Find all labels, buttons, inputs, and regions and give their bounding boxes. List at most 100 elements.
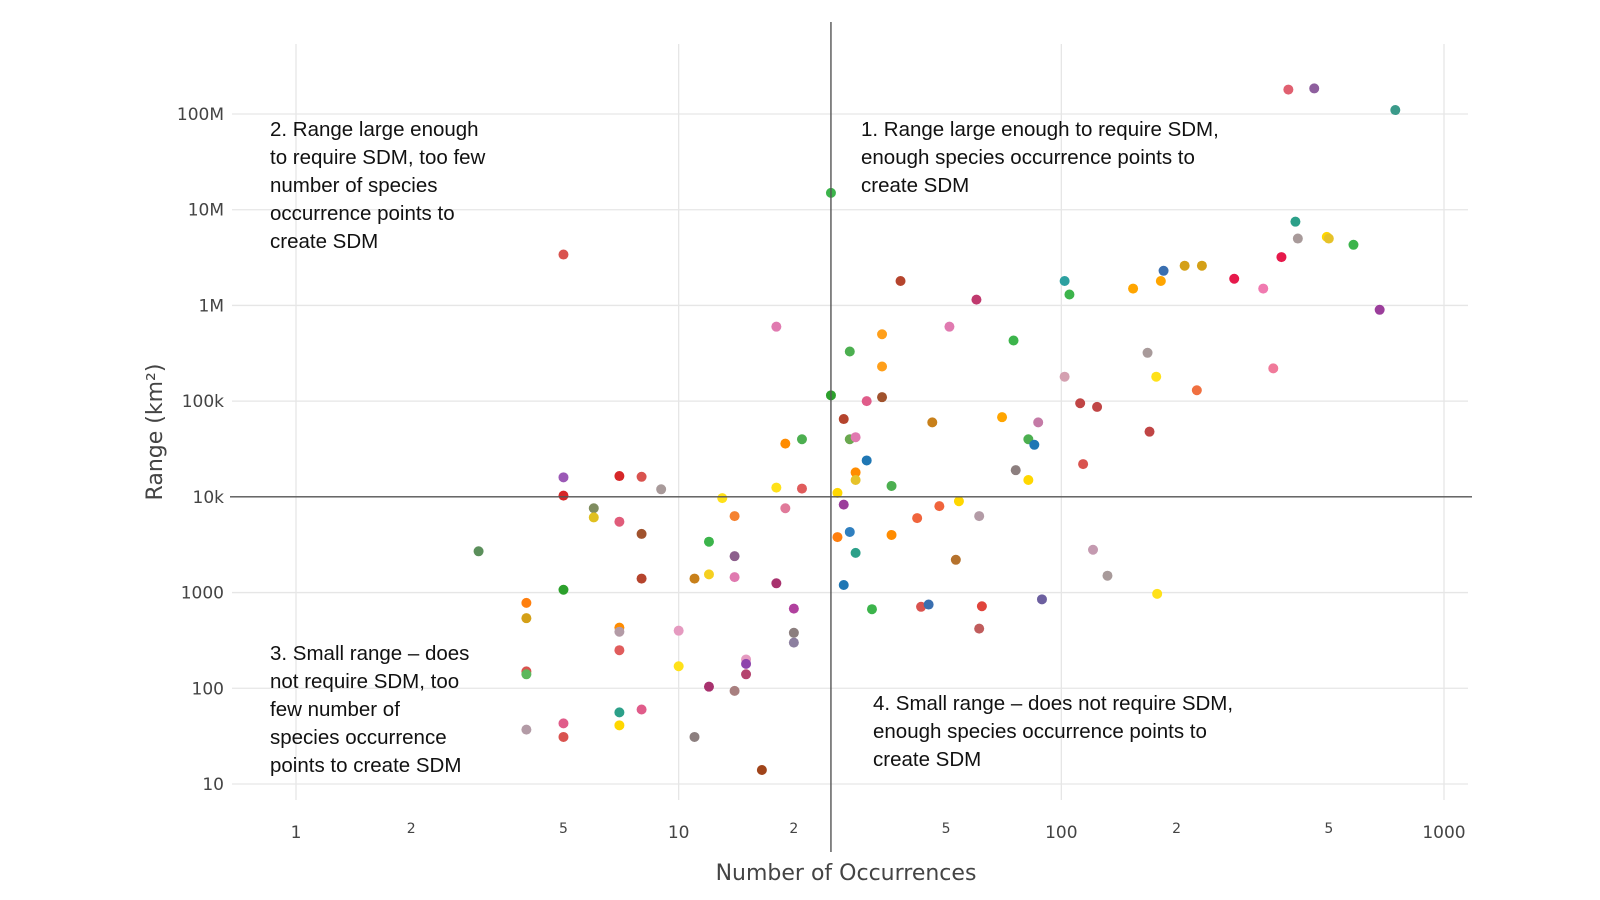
data-point: [703, 681, 714, 692]
x-axis-title: Number of Occurrences: [716, 861, 977, 886]
data-point: [832, 532, 843, 543]
quadrant-3-note: 3. Small range – does not require SDM, t…: [270, 642, 470, 777]
data-point: [861, 455, 872, 466]
data-point: [838, 499, 849, 510]
data-point: [1128, 283, 1139, 294]
quadrant-2-note: 2. Range large enough to require SDM, to…: [270, 118, 486, 253]
data-point: [850, 432, 861, 443]
data-point: [1059, 275, 1070, 286]
data-point: [976, 601, 987, 612]
x-tick-label: 1: [291, 823, 302, 843]
data-point: [588, 512, 599, 523]
data-point: [997, 412, 1008, 423]
data-point: [521, 669, 532, 680]
data-point: [656, 484, 667, 495]
data-point: [1029, 439, 1040, 450]
data-point: [1033, 417, 1044, 428]
data-point: [832, 487, 843, 498]
data-point: [729, 551, 740, 562]
data-point: [1059, 371, 1070, 382]
data-point: [844, 526, 855, 537]
data-point: [729, 511, 740, 522]
threshold-lines: [230, 22, 1472, 852]
data-point: [741, 669, 752, 680]
x-minor-tick-label: 2: [789, 821, 798, 837]
x-tick-label: 100: [1045, 823, 1077, 843]
y-tick-label: 1M: [199, 296, 224, 316]
data-point: [1390, 105, 1401, 116]
data-point: [1258, 283, 1269, 294]
data-point: [934, 501, 945, 512]
y-tick-label: 1000: [181, 584, 224, 604]
data-point: [1144, 426, 1155, 437]
data-point: [1010, 465, 1021, 476]
data-point: [1088, 544, 1099, 555]
x-minor-tick-label: 5: [559, 821, 568, 837]
data-point: [850, 467, 861, 478]
data-point: [796, 434, 807, 445]
y-tick-label: 100k: [182, 392, 224, 412]
x-axis-ticks: 1 10 100 1000 2 5 2 5 2 5: [291, 821, 1466, 843]
data-point: [838, 414, 849, 425]
data-point: [850, 547, 861, 558]
y-tick-label: 10M: [188, 201, 224, 221]
data-point: [780, 438, 791, 449]
data-point: [614, 626, 625, 637]
data-point: [877, 361, 888, 372]
data-point: [1348, 239, 1359, 250]
y-tick-label: 100: [192, 679, 224, 699]
data-point: [1323, 233, 1334, 244]
data-point: [521, 597, 532, 608]
data-point: [895, 275, 906, 286]
data-point: [614, 720, 625, 731]
data-point: [1102, 570, 1113, 581]
data-point: [844, 346, 855, 357]
data-point: [886, 529, 897, 540]
data-point: [521, 724, 532, 735]
data-point: [1276, 252, 1287, 263]
data-point: [916, 601, 927, 612]
data-point: [703, 536, 714, 547]
data-point: [741, 658, 752, 669]
data-point: [1151, 371, 1162, 382]
data-point: [689, 573, 700, 584]
quadrant-4-note: 4. Small range – does not require SDM, e…: [873, 692, 1234, 771]
data-point: [636, 704, 647, 715]
data-point: [689, 731, 700, 742]
data-point: [588, 503, 599, 514]
data-point: [558, 731, 569, 742]
data-point: [1092, 401, 1103, 412]
data-point: [1309, 83, 1320, 94]
data-point: [1008, 335, 1019, 346]
data-point: [788, 603, 799, 614]
data-point: [861, 396, 872, 407]
data-point: [473, 546, 484, 557]
data-point: [886, 480, 897, 491]
x-tick-label: 10: [668, 823, 690, 843]
data-point: [1036, 594, 1047, 605]
data-point: [614, 645, 625, 656]
data-point: [796, 483, 807, 494]
data-point: [729, 572, 740, 583]
data-point: [1290, 216, 1301, 227]
data-point: [788, 627, 799, 638]
grid-lines: [232, 44, 1468, 800]
data-points: [473, 83, 1401, 776]
y-axis-title: Range (km²): [143, 364, 168, 501]
data-point: [558, 490, 569, 501]
data-point: [971, 294, 982, 305]
y-tick-label: 10: [202, 775, 224, 795]
data-point: [756, 765, 767, 776]
data-point: [1268, 363, 1279, 374]
data-point: [521, 613, 532, 624]
data-point: [1064, 289, 1075, 300]
data-point: [974, 623, 985, 634]
data-point: [927, 417, 938, 428]
data-point: [923, 599, 934, 610]
data-point: [780, 503, 791, 514]
x-minor-tick-label: 5: [1324, 821, 1333, 837]
data-point: [771, 321, 782, 332]
data-point: [944, 321, 955, 332]
data-point: [1229, 273, 1240, 284]
data-point: [636, 471, 647, 482]
